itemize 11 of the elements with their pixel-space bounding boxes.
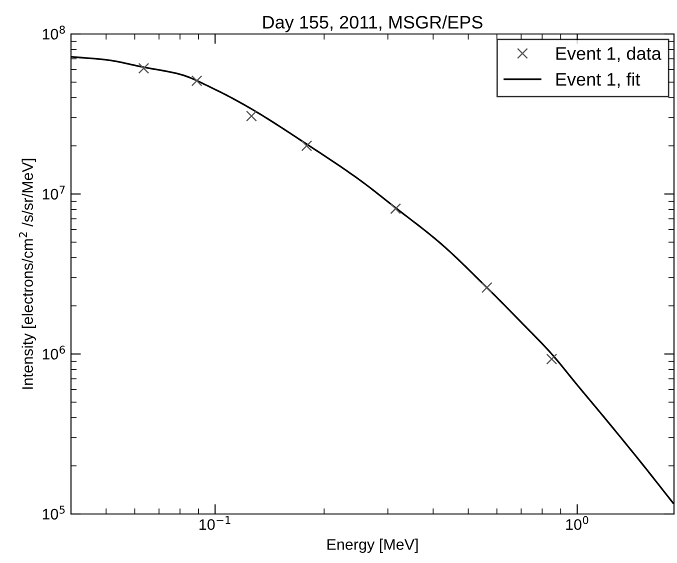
x-axis-title: Energy [MeV] xyxy=(327,538,418,553)
y-axis-title: Intensity [electrons/cm$^{2}$ /s/sr/MeV] xyxy=(19,158,36,389)
y-tick-label: 10$^{6}$ xyxy=(42,346,65,360)
x-tick-label: 10$^{0}$ xyxy=(566,516,588,530)
legend-label: Event 1, fit xyxy=(556,72,640,88)
y-tick-label: 10$^{8}$ xyxy=(42,26,65,40)
chart-title: Day 155, 2011, MSGR/EPS xyxy=(263,15,482,32)
legend-label: Event 1, data xyxy=(556,46,662,62)
y-tick-label: 10$^{7}$ xyxy=(42,186,65,200)
x-tick-label: 10$^{−1}$ xyxy=(200,516,230,530)
y-tick-label: 10$^{5}$ xyxy=(42,506,65,520)
